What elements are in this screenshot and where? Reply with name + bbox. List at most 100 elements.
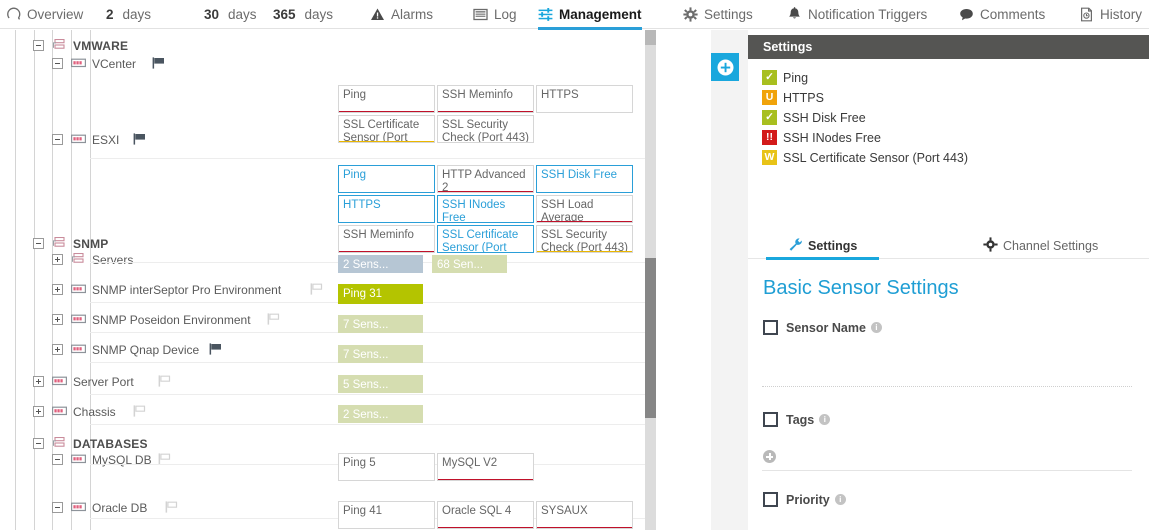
settings-sensor-name[interactable]: Ping: [783, 70, 809, 85]
tree-node-servers[interactable]: Servers: [0, 252, 645, 268]
tree-node-label[interactable]: VCenter: [92, 57, 137, 71]
tree-node-label[interactable]: SNMP Qnap Device: [92, 343, 200, 357]
sensor-summary-pill[interactable]: 5 Sens...: [338, 375, 423, 393]
tree-node-label[interactable]: Chassis: [73, 405, 116, 419]
node-flag-filled-icon[interactable]: [152, 57, 165, 69]
tree-node-label[interactable]: SNMP Poseidon Environment: [92, 313, 251, 327]
sensor-summary-pill[interactable]: Ping 31: [338, 284, 423, 304]
tree-node-esxi[interactable]: ESXI: [0, 132, 645, 148]
nav-tab-comments[interactable]: Comments: [959, 0, 1045, 29]
settings-tab-channel-settings[interactable]: Channel Settings: [983, 233, 1098, 259]
tree-node-label[interactable]: ESXI: [92, 133, 120, 147]
sensor-box[interactable]: SSL Certificate Sensor (Port 443): [437, 225, 534, 253]
tree-node-label[interactable]: Oracle DB: [92, 501, 148, 515]
sensor-summary-pill[interactable]: 2 Sens...: [338, 405, 423, 423]
nav-tab-log[interactable]: Log: [473, 0, 517, 29]
nav-tab-days[interactable]: 2 days: [106, 0, 151, 29]
sensor-box[interactable]: HTTP Advanced 2: [437, 165, 534, 193]
sensor-summary-pill[interactable]: 7 Sens...: [338, 345, 423, 363]
sensor-box[interactable]: MySQL V2: [437, 453, 534, 481]
node-flag-outline-icon[interactable]: [267, 313, 280, 325]
tree-node-label[interactable]: MySQL DB: [92, 453, 152, 467]
settings-tab-strip[interactable]: Settings Channel Settings: [748, 233, 1149, 260]
sensor-box[interactable]: SYSAUX: [536, 501, 633, 529]
settings-sensor-row[interactable]: ✓ SSH Disk Free: [762, 110, 866, 125]
settings-sensor-row[interactable]: ✓ Ping: [762, 70, 808, 85]
tree-node-label[interactable]: DATABASES: [73, 437, 148, 451]
tree-node-oracle-db[interactable]: Oracle DB: [0, 500, 645, 516]
sensor-box[interactable]: HTTPS: [536, 85, 633, 113]
sensor-box[interactable]: SSH Meminfo: [338, 225, 435, 253]
add-tag-icon[interactable]: [763, 450, 776, 466]
tree-node-databases[interactable]: DATABASES: [0, 436, 645, 452]
collapse-icon[interactable]: [52, 454, 63, 465]
sensor-box[interactable]: Ping: [338, 85, 435, 113]
tree-node-label[interactable]: SNMP interSeptor Pro Environment: [92, 283, 282, 297]
sensor-box[interactable]: Ping 5: [338, 453, 435, 481]
checkbox-priority[interactable]: [763, 492, 778, 508]
sensor-box[interactable]: SSL Security Check (Port 443): [437, 115, 534, 143]
collapse-icon[interactable]: [33, 238, 44, 249]
settings-sensor-name[interactable]: SSH INodes Free: [783, 130, 881, 145]
sensor-box[interactable]: Oracle SQL 4: [437, 501, 534, 529]
settings-sensor-name[interactable]: HTTPS: [783, 90, 824, 105]
sensor-summary-pill[interactable]: 2 Sens...: [338, 255, 423, 273]
sensor-box[interactable]: SSH Meminfo: [437, 85, 534, 113]
node-flag-outline-icon[interactable]: [158, 375, 171, 387]
info-icon[interactable]: i: [870, 322, 882, 334]
expand-icon[interactable]: [52, 284, 63, 295]
node-flag-outline-icon[interactable]: [158, 453, 171, 465]
sensor-box[interactable]: Ping 41: [338, 501, 435, 529]
nav-tab-days[interactable]: 365 days: [273, 0, 333, 29]
nav-tab-notification-triggers[interactable]: Notification Triggers: [787, 0, 927, 29]
tree-node-label[interactable]: Servers: [92, 253, 134, 267]
settings-tab-settings[interactable]: Settings: [765, 233, 880, 260]
expand-icon[interactable]: [33, 406, 44, 417]
settings-field-tags[interactable]: Tags i: [763, 412, 831, 428]
node-flag-outline-icon[interactable]: [133, 405, 146, 417]
sensor-box[interactable]: SSL Certificate Sensor (Port 443): [338, 115, 435, 143]
settings-sensor-row[interactable]: !! SSH INodes Free: [762, 130, 881, 145]
settings-sensor-row[interactable]: W SSL Certificate Sensor (Port 443): [762, 150, 968, 165]
tree-node-label[interactable]: SNMP: [73, 237, 109, 251]
sensor-summary-pill[interactable]: 68 Sen...: [432, 255, 507, 273]
sensor-box[interactable]: SSH Load Average: [536, 195, 633, 223]
collapse-icon[interactable]: [33, 438, 44, 449]
nav-tab-overview[interactable]: Overview: [6, 0, 83, 29]
settings-sensor-name[interactable]: SSH Disk Free: [783, 110, 866, 125]
tree-node-snmp-poseidon-environment[interactable]: SNMP Poseidon Environment: [0, 312, 645, 328]
expand-icon[interactable]: [52, 254, 63, 265]
info-icon[interactable]: i: [834, 494, 846, 506]
tree-node-server-port[interactable]: Server Port: [0, 374, 645, 390]
tree-node-vcenter[interactable]: VCenter: [0, 56, 645, 72]
tree-node-snmp[interactable]: SNMP: [0, 236, 645, 252]
tree-scrollbar-track[interactable]: [645, 30, 656, 530]
tree-node-vmware[interactable]: VMWARE: [0, 38, 645, 54]
sensor-box[interactable]: SSH Disk Free: [536, 165, 633, 193]
checkbox-sensor-name[interactable]: [763, 320, 778, 336]
info-icon[interactable]: i: [819, 414, 831, 426]
nav-tab-history[interactable]: History: [1079, 0, 1142, 29]
collapse-icon[interactable]: [52, 58, 63, 69]
node-flag-outline-icon[interactable]: [310, 283, 323, 295]
sensor-box[interactable]: SSH INodes Free: [437, 195, 534, 223]
device-tree-pane[interactable]: VMWARE VCenter ESXI SNMP Servers SNMP interSe…: [0, 30, 645, 530]
tree-node-snmp-interseptor-pro-environment[interactable]: SNMP interSeptor Pro Environment: [0, 282, 645, 298]
node-flag-outline-icon[interactable]: [165, 501, 178, 513]
expand-icon[interactable]: [33, 376, 44, 387]
expand-icon[interactable]: [52, 344, 63, 355]
sensor-summary-pill[interactable]: 7 Sens...: [338, 315, 423, 333]
node-flag-filled-icon[interactable]: [133, 133, 146, 145]
nav-tab-days[interactable]: 30 days: [204, 0, 257, 29]
settings-sensor-row[interactable]: U HTTPS: [762, 90, 824, 105]
tree-node-chassis[interactable]: Chassis: [0, 404, 645, 420]
tree-node-snmp-qnap-device[interactable]: SNMP Qnap Device: [0, 342, 645, 358]
tree-node-label[interactable]: Server Port: [73, 375, 134, 389]
tree-scrollbar-thumb[interactable]: [645, 258, 656, 418]
tree-node-label[interactable]: VMWARE: [73, 39, 129, 53]
nav-tab-alarms[interactable]: Alarms: [370, 0, 433, 29]
sensor-box[interactable]: SSL Security Check (Port 443): [536, 225, 633, 253]
collapse-icon[interactable]: [52, 134, 63, 145]
nav-tab-settings[interactable]: Settings: [683, 0, 753, 29]
nav-tab-management[interactable]: Management: [538, 0, 642, 30]
